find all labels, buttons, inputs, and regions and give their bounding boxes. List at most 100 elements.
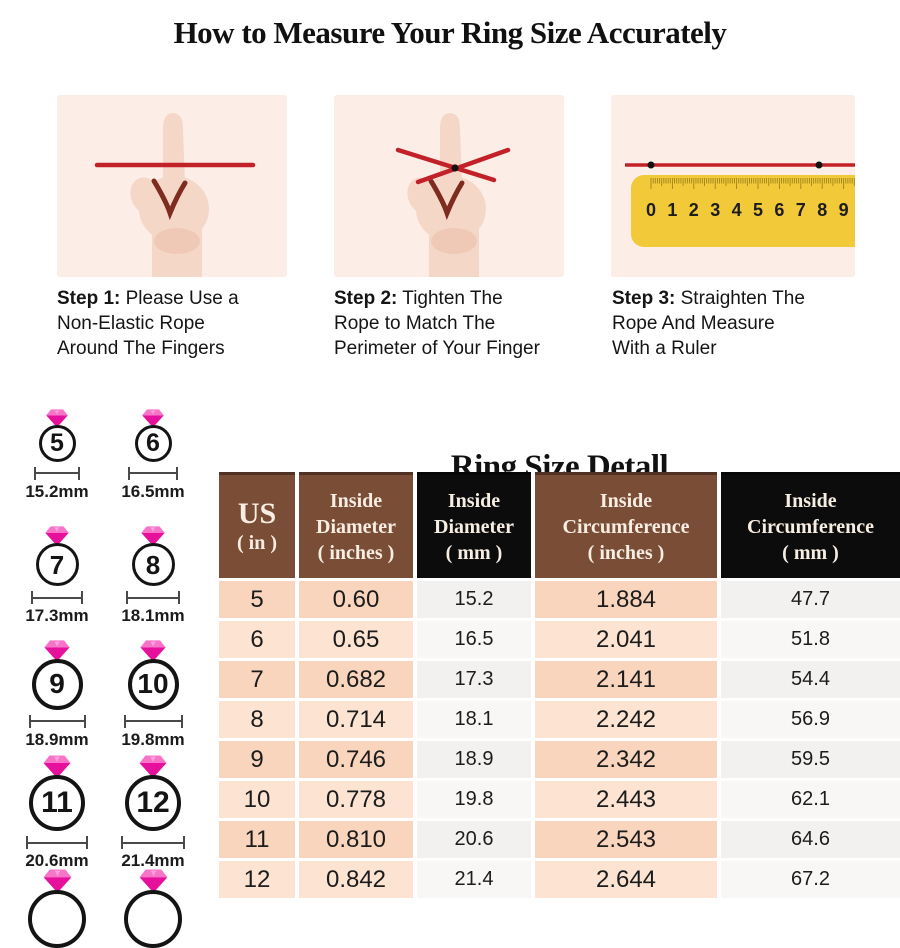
table-cell: 54.4 bbox=[721, 661, 900, 698]
diamond-icon bbox=[140, 640, 166, 662]
measure-end-dot bbox=[815, 161, 823, 169]
page-title: How to Measure Your Ring Size Accurately bbox=[173, 14, 727, 50]
ruler-number: 2 bbox=[689, 200, 699, 220]
ring-mm-label: 20.6mm bbox=[25, 851, 89, 871]
table-cell: 2.443 bbox=[535, 781, 717, 818]
ring-circle: 5 bbox=[38, 424, 76, 462]
table-cell: 1.884 bbox=[535, 581, 717, 618]
ruler-number: 8 bbox=[817, 200, 827, 220]
diameter-bracket bbox=[121, 836, 185, 850]
ring-size-table: US( in ) Inside Diameter( inches ) Inside Di… bbox=[219, 472, 900, 898]
table-cell: 2.644 bbox=[535, 861, 717, 898]
ring-mm-label: 21.4mm bbox=[121, 851, 185, 871]
ring-size-figure bbox=[111, 869, 195, 948]
diamond-icon bbox=[139, 755, 167, 778]
diamond-icon bbox=[45, 526, 69, 546]
ring-circle: 10 bbox=[127, 658, 179, 710]
table-cell: 0.682 bbox=[299, 661, 413, 698]
ring-size-number: 11 bbox=[41, 786, 73, 820]
ring-size-figure bbox=[15, 869, 99, 948]
step2-caption: Step 2: Tighten The Rope to Match The Peri… bbox=[334, 288, 540, 359]
ring-size-figure-10: 10 19.8mm bbox=[111, 640, 195, 750]
table-cell: 2.041 bbox=[535, 621, 717, 658]
table-cell: 18.1 bbox=[417, 701, 531, 738]
diameter-bracket bbox=[26, 836, 88, 850]
ring-size-figure-9: 9 18.9mm bbox=[15, 640, 99, 750]
table-cell: 6 bbox=[219, 621, 295, 658]
table-cell: 16.5 bbox=[417, 621, 531, 658]
table-cell: 10 bbox=[219, 781, 295, 818]
ruler-number: 7 bbox=[796, 200, 806, 220]
rope-line bbox=[395, 147, 497, 183]
table-header-2: Inside Diameter( mm ) bbox=[417, 472, 531, 578]
table-cell: 15.2 bbox=[417, 581, 531, 618]
step1-image bbox=[57, 95, 287, 277]
diameter-bracket bbox=[28, 714, 86, 728]
diamond-icon bbox=[46, 409, 68, 428]
table-cell: 5 bbox=[219, 581, 295, 618]
ring-size-number: 6 bbox=[146, 428, 160, 457]
table-cell: 11 bbox=[219, 821, 295, 858]
ring-size-number: 8 bbox=[145, 549, 161, 580]
ring-mm-label: 17.3mm bbox=[25, 606, 89, 626]
table-cell: 64.6 bbox=[721, 821, 900, 858]
ring-size-number: 5 bbox=[50, 428, 64, 457]
ring-circle: 11 bbox=[29, 775, 85, 832]
ruler-number: 0 bbox=[646, 200, 656, 220]
diamond-icon bbox=[139, 869, 167, 893]
table-cell: 2.242 bbox=[535, 701, 717, 738]
table-cell: 9 bbox=[219, 741, 295, 778]
ring-size-figure-11: 11 20.6mm bbox=[15, 755, 99, 871]
table-cell: 0.714 bbox=[299, 701, 413, 738]
diamond-icon bbox=[44, 640, 70, 662]
ring-mm-label: 18.9mm bbox=[25, 729, 89, 749]
table-cell: 17.3 bbox=[417, 661, 531, 698]
diameter-bracket bbox=[31, 591, 83, 605]
hand-with-rope-icon bbox=[94, 95, 256, 277]
ring-size-figure-8: 8 18.1mm bbox=[111, 526, 195, 626]
table-cell: 0.810 bbox=[299, 821, 413, 858]
table-cell: 47.7 bbox=[721, 581, 900, 618]
diamond-icon bbox=[142, 409, 164, 428]
step-label: Step 1: bbox=[57, 288, 121, 309]
table-header-0: US( in ) bbox=[219, 472, 295, 578]
ring-circle: 12 bbox=[125, 775, 181, 832]
table-cell: 62.1 bbox=[721, 781, 900, 818]
ring-size-figure-6: 6 16.5mm bbox=[111, 409, 195, 502]
table-cell: 19.8 bbox=[417, 781, 531, 818]
ruler-number: 3 bbox=[710, 200, 720, 220]
ring-size-figure-5: 5 15.2mm bbox=[15, 409, 99, 502]
measure-start-dot bbox=[647, 161, 655, 169]
diameter-bracket bbox=[126, 591, 180, 605]
table-cell: 56.9 bbox=[721, 701, 900, 738]
table-cell: 21.4 bbox=[417, 861, 531, 898]
table-cell: 51.8 bbox=[721, 621, 900, 658]
table-cell: 12 bbox=[219, 861, 295, 898]
table-cell: 8 bbox=[219, 701, 295, 738]
ruler-number: 1 bbox=[667, 200, 677, 220]
table-cell: 0.746 bbox=[299, 741, 413, 778]
table-cell: 0.60 bbox=[299, 581, 413, 618]
step-label: Step 2: bbox=[334, 288, 398, 309]
ring-circle: 7 bbox=[35, 543, 79, 587]
ruler-number: 5 bbox=[753, 200, 763, 220]
ring-size-number: 10 bbox=[137, 668, 169, 700]
step-label: Step 3: bbox=[612, 288, 676, 309]
ring-diameter-guide: 5 15.2mm 6 16.5mm 7 17.3mm 8 18.1mm 9 18.9mm 10 19.… bbox=[0, 395, 218, 948]
table-header-1: Inside Diameter( inches ) bbox=[299, 472, 413, 578]
hand-with-tightened-rope-icon bbox=[395, 95, 511, 277]
ruler-number: 6 bbox=[774, 200, 784, 220]
ring-mm-label: 15.2mm bbox=[25, 481, 89, 501]
table-cell: 67.2 bbox=[721, 861, 900, 898]
table-cell: 7 bbox=[219, 661, 295, 698]
diameter-bracket bbox=[123, 714, 183, 728]
ring-mm-label: 18.1mm bbox=[121, 606, 185, 626]
diamond-icon bbox=[43, 755, 71, 778]
table-cell: 20.6 bbox=[417, 821, 531, 858]
ring-mm-label: 19.8mm bbox=[121, 729, 185, 749]
step3-caption: Step 3: Straighten The Rope And Measure Wi… bbox=[612, 288, 805, 359]
rope-line bbox=[415, 147, 511, 185]
ring-circle: 9 bbox=[31, 658, 83, 710]
knot-dot bbox=[451, 164, 459, 172]
